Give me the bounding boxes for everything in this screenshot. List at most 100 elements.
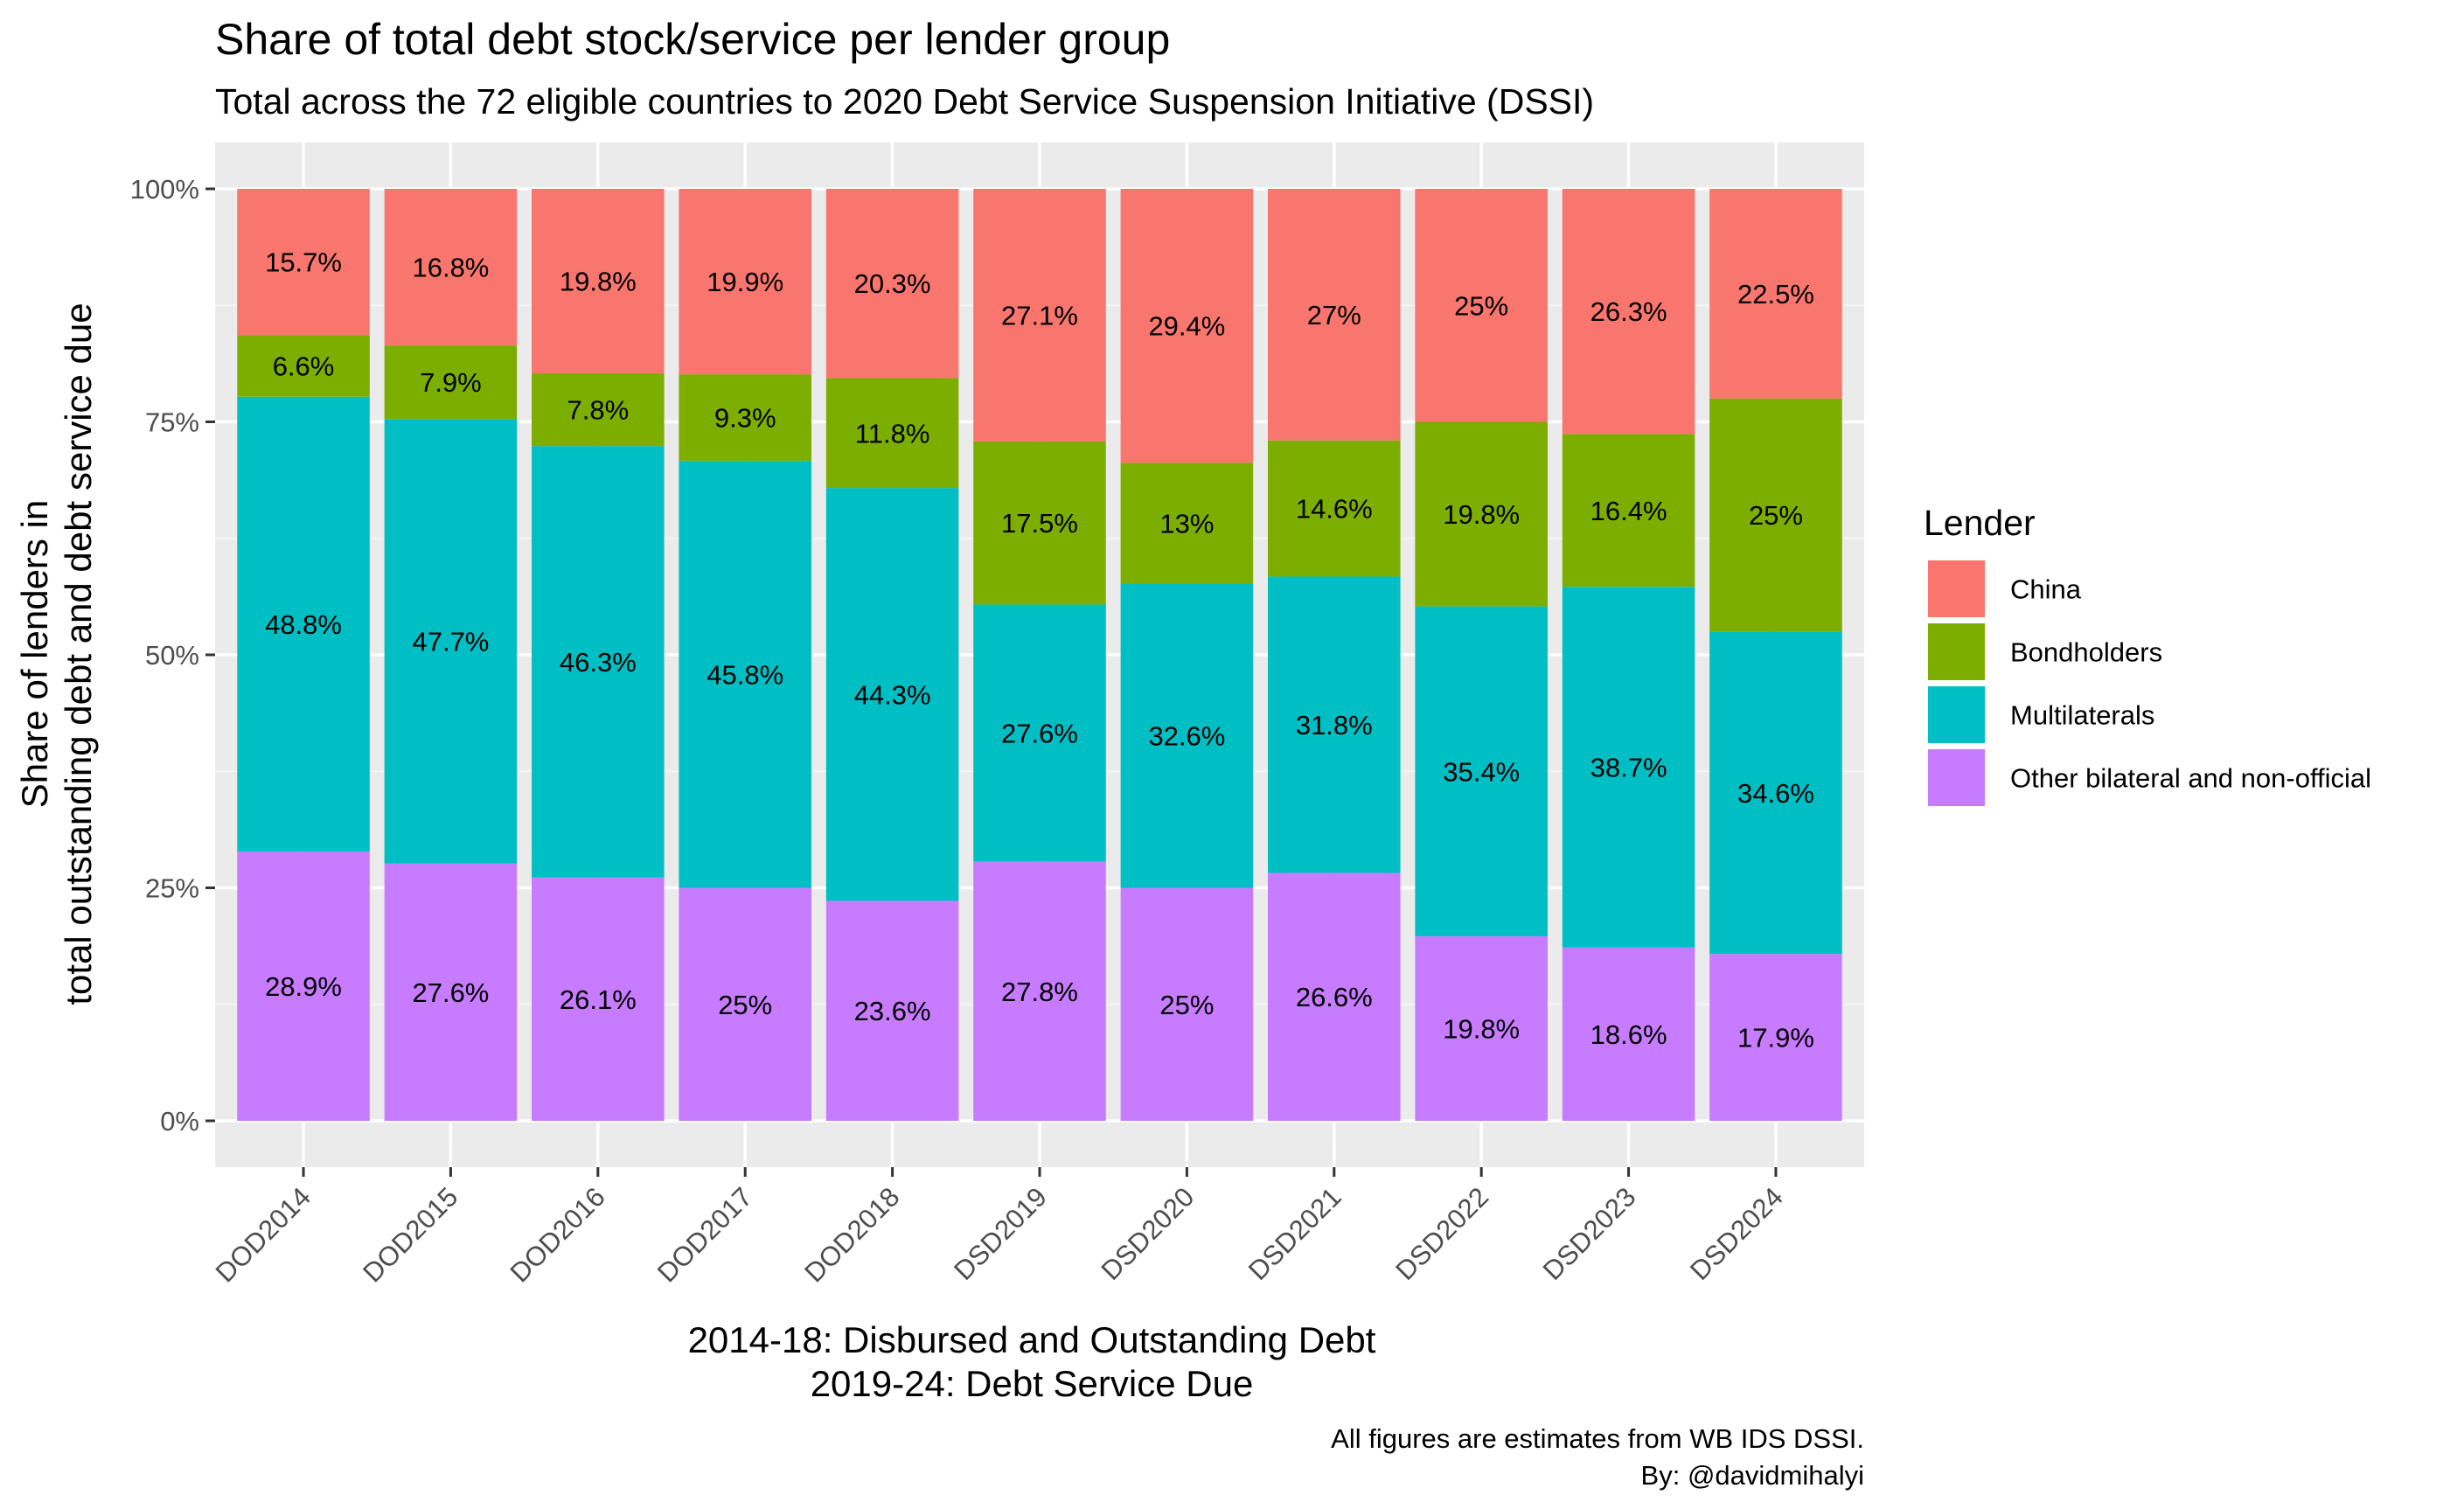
y-tick-label: 75%: [145, 407, 199, 438]
y-axis-title-line-1: Share of lenders in: [14, 500, 55, 809]
bar-value-label: 18.6%: [1590, 1019, 1667, 1050]
bar-value-label: 27%: [1307, 300, 1361, 330]
bar-value-label: 19.9%: [706, 267, 783, 297]
bar-segment-multilaterals: [679, 461, 811, 888]
x-tick-label: DOD2017: [651, 1181, 758, 1288]
bar-value-label: 27.8%: [1001, 977, 1078, 1007]
x-axis-title-line-2: 2019-24: Debt Service Due: [811, 1363, 1254, 1404]
bar-segment-china: [237, 189, 370, 336]
bar-segment-china: [384, 189, 518, 346]
bar-value-label: 25%: [1159, 990, 1214, 1020]
y-axis-title: Share of lenders in total outstanding de…: [14, 302, 99, 1005]
bar-value-label: 17.9%: [1737, 1023, 1814, 1053]
bar-segment-bondholders: [1562, 434, 1695, 588]
y-tick-label: 0%: [160, 1106, 199, 1137]
caption-line-2: By: @davidmihalyi: [1641, 1460, 1864, 1491]
legend-label-bondholders: Bondholders: [2010, 637, 2162, 668]
bar-value-label: 16.4%: [1590, 496, 1667, 526]
bar-value-labels: 28.9% 48.8% 6.6% 15.7% 27.6% 47.7% 7.9% 16.8% 26…: [265, 247, 1814, 1053]
y-tick-label: 50%: [145, 640, 199, 671]
bar-value-label: 26.6%: [1296, 982, 1373, 1012]
bar-value-label: 32.6%: [1148, 721, 1225, 752]
bar-segment-multilaterals: [973, 604, 1106, 862]
bar-segment-bondholders: [1415, 421, 1548, 607]
bar-segment-multilaterals: [237, 396, 370, 852]
bar-segment-china: [1120, 189, 1254, 463]
bar-segment-other-bilateral-and-non-official: [1709, 954, 1842, 1121]
bar-value-label: 25%: [1454, 290, 1508, 321]
bar-segment-bondholders: [973, 441, 1106, 605]
bar-value-label: 34.6%: [1737, 778, 1814, 809]
bar-segment-china: [973, 189, 1106, 442]
bar-segment-china: [1415, 189, 1548, 422]
bar-value-label: 38.7%: [1590, 752, 1667, 782]
bar-segment-other-bilateral-and-non-official: [1268, 873, 1401, 1121]
bar-value-label: 14.6%: [1296, 494, 1373, 525]
bar-segment-china: [532, 189, 665, 374]
legend-label-other-bilateral-and-non-official: Other bilateral and non-official: [2010, 763, 2371, 794]
bar-value-label: 26.3%: [1590, 296, 1667, 327]
x-tick-label: DOD2018: [798, 1181, 905, 1288]
bars: [237, 189, 1842, 1121]
bar-value-label: 19.8%: [560, 267, 637, 297]
legend-key-other-bilateral-and-non-official: [1926, 748, 1987, 808]
bar-value-label: 35.4%: [1443, 756, 1520, 787]
bar-segment-other-bilateral-and-non-official: [237, 851, 370, 1121]
bar-segment-multilaterals: [1562, 587, 1695, 948]
bar-value-label: 19.8%: [1443, 1013, 1520, 1044]
bar-segment-bondholders: [384, 345, 518, 420]
bar-value-label: 29.4%: [1148, 311, 1225, 342]
x-tick-label: DOD2014: [210, 1181, 317, 1288]
bar-segment-multilaterals: [1415, 606, 1548, 936]
bar-segment-other-bilateral-and-non-official: [532, 877, 665, 1121]
chart-title: Share of total debt stock/service per le…: [215, 15, 1170, 64]
bar-value-label: 11.8%: [855, 418, 930, 449]
bar-value-label: 26.1%: [560, 984, 637, 1015]
bar-segment-bondholders: [1268, 440, 1401, 577]
bar-segment-bondholders: [532, 373, 665, 447]
bar-value-label: 27.6%: [412, 977, 489, 1008]
bar-segment-multilaterals: [1268, 576, 1401, 873]
y-tick-label: 100%: [130, 174, 199, 205]
bar-value-label: 27.6%: [1001, 719, 1078, 749]
bar-segment-multilaterals: [825, 488, 959, 901]
x-tick-label: DSD2021: [1242, 1181, 1347, 1286]
x-tick-label: DSD2019: [948, 1181, 1053, 1286]
y-axis-title-line-2: total outstanding debt and debt service …: [58, 302, 99, 1005]
bar-value-label: 47.7%: [412, 627, 489, 657]
bar-segment-bondholders: [1120, 462, 1254, 584]
x-axis-title-line-1: 2014-18: Disbursed and Outstanding Debt: [688, 1319, 1376, 1360]
bar-value-label: 9.3%: [714, 403, 776, 434]
bar-segment-china: [1562, 189, 1695, 435]
x-tick-label: DSD2024: [1684, 1181, 1789, 1286]
x-tick-label: DOD2016: [505, 1181, 611, 1288]
y-tick-label: 25%: [145, 873, 199, 904]
x-tick-label: DSD2022: [1389, 1181, 1494, 1286]
legend-key-multilaterals: [1926, 685, 1987, 745]
bar-value-label: 13%: [1159, 509, 1214, 539]
bar-value-label: 17.5%: [1001, 508, 1078, 539]
bar-segment-other-bilateral-and-non-official: [1562, 947, 1695, 1121]
legend-label-china: China: [2010, 574, 2082, 605]
legend: Lender China Bondholders Multilaterals Othe…: [1924, 503, 2371, 808]
bar-segment-bondholders: [237, 335, 370, 397]
bar-segment-other-bilateral-and-non-official: [384, 863, 518, 1121]
bar-value-label: 16.8%: [412, 253, 489, 283]
y-axis: 0% 25% 50% 75% 100%: [130, 174, 215, 1137]
bar-value-label: 22.5%: [1737, 279, 1814, 309]
bar-segment-other-bilateral-and-non-official: [825, 901, 959, 1121]
bar-value-label: 31.8%: [1296, 710, 1373, 741]
bar-value-label: 20.3%: [854, 268, 931, 299]
bar-value-label: 44.3%: [854, 679, 931, 710]
bar-segment-other-bilateral-and-non-official: [679, 887, 811, 1121]
bar-segment-other-bilateral-and-non-official: [1120, 887, 1254, 1121]
x-axis: DOD2014 DOD2015 DOD2016 DOD2017 DOD2018 DSD20…: [210, 1167, 1789, 1288]
x-tick-label: DOD2015: [357, 1181, 463, 1288]
bar-segment-china: [679, 189, 811, 375]
bar-segment-china: [1268, 189, 1401, 441]
bar-value-label: 7.8%: [567, 395, 629, 426]
bar-segment-china: [1709, 189, 1842, 399]
x-tick-label: DSD2023: [1537, 1181, 1642, 1286]
legend-key-china: [1926, 559, 1987, 619]
bar-segment-multilaterals: [1120, 583, 1254, 888]
